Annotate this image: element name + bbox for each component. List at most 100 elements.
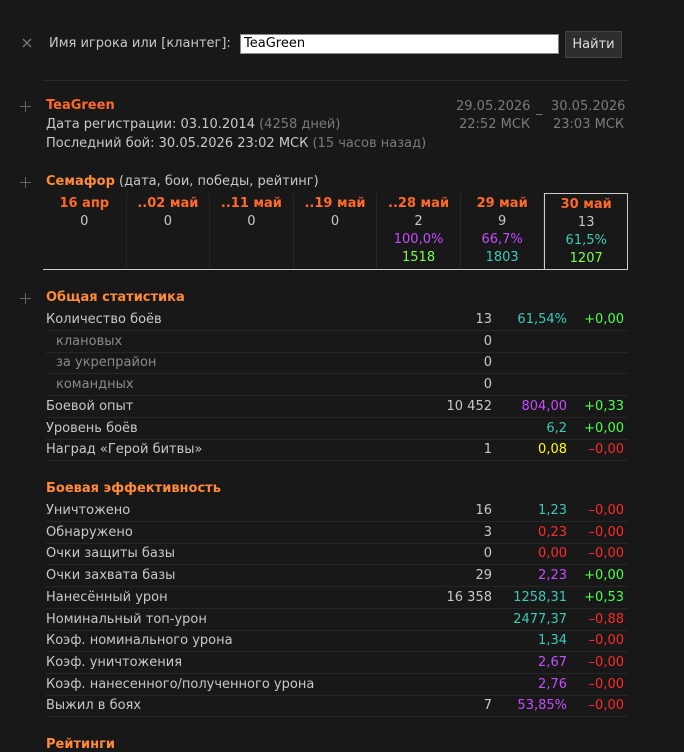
stat-value: 3 — [483, 524, 492, 540]
semaphore-column: 16 апр 0 — [43, 193, 127, 269]
stat-label: командных — [56, 377, 134, 393]
semaphore-column: 30 май 13 61,5% 1207 — [544, 193, 628, 269]
stat-label: клановых — [56, 333, 123, 349]
search-label: Имя игрока или [клантег]: — [49, 36, 231, 51]
sem-date: ..28 май — [388, 196, 450, 211]
sem-winrate: 100,0% — [393, 232, 444, 247]
stat-label: Коэф. номинального урона — [46, 633, 233, 649]
last-label: Последний бой: — [46, 136, 155, 151]
stat-row: Боевой опыт 10 452 804,00 +0,33 — [46, 396, 628, 418]
stat-row: Обнаружено 3 0,23 –0,00 — [46, 522, 628, 544]
semaphore-subtitle: (дата, бои, победы, рейтинг) — [119, 174, 319, 189]
sem-battles: 0 — [80, 214, 89, 229]
semaphore-title: Семафор — [46, 174, 115, 189]
stat-label: Наград «Герой битвы» — [46, 442, 203, 458]
player-name: TeaGreen — [46, 98, 115, 113]
stat-row: Коэф. номинального урона 1,34 –0,00 — [46, 630, 628, 653]
stat-value: 0 — [483, 377, 492, 393]
stat-delta: –0,00 — [588, 442, 624, 458]
sem-date: ..11 май — [220, 196, 282, 211]
stat-value: 16 — [475, 503, 492, 518]
stat-rate: 804,00 — [521, 398, 568, 414]
stat-delta: –0,00 — [588, 698, 624, 714]
semaphore-column: ..28 май 2 100,0% 1518 — [377, 193, 461, 269]
expand-icon[interactable] — [20, 101, 31, 112]
stat-delta: –0,00 — [588, 546, 624, 562]
search-input[interactable]: TeaGreen — [240, 34, 559, 54]
stat-rate: 2477,37 — [513, 611, 567, 627]
sem-battles: 13 — [577, 215, 595, 230]
sem-date: 30 май — [560, 197, 612, 212]
stat-value: 29 — [475, 568, 492, 584]
semaphore-header: Семафор (дата, бои, победы, рейтинг) — [46, 174, 319, 189]
sem-battles: 0 — [330, 214, 340, 229]
period-sep: _ — [536, 101, 543, 116]
semaphore-grid: 16 апр 0 ..02 май 0 ..11 май 0 ..19 май 0 ..28 м… — [43, 193, 628, 270]
stat-rate: 0,00 — [538, 546, 567, 562]
last-ago: (15 часов назад) — [312, 136, 427, 151]
stat-label: за укрепрайон — [56, 355, 157, 371]
sem-battles: 2 — [414, 214, 423, 229]
period-from-date: 29.05.2026 — [456, 99, 531, 114]
period-to-date: 30.05.2026 — [551, 99, 626, 114]
semaphore-column: ..02 май 0 — [127, 193, 211, 269]
stat-label: Номинальный топ-урон — [46, 611, 207, 627]
stat-label: Уничтожено — [46, 503, 131, 518]
stat-rate: 2,67 — [538, 654, 567, 670]
stat-value: 0 — [483, 333, 492, 349]
stat-label: Коэф. нанесенного/полученного урона — [46, 676, 315, 692]
stat-row: клановых 0 — [46, 331, 628, 353]
stat-row: Номинальный топ-урон 2477,37 –0,88 — [46, 609, 628, 631]
stat-label: Коэф. уничтожения — [46, 654, 183, 670]
stat-delta: +0,33 — [584, 398, 624, 414]
stat-label: Уровень боёв — [46, 420, 138, 436]
stat-row: за укрепрайон 0 — [46, 352, 628, 375]
stat-rate: 1,23 — [538, 503, 567, 518]
stat-row: Наград «Герой битвы» 1 0,08 –0,00 — [46, 439, 628, 462]
sem-rating: 1803 — [485, 250, 519, 265]
expand-icon[interactable] — [20, 293, 31, 304]
stat-rate: 53,85% — [517, 698, 567, 714]
stat-row: Уничтожено 16 1,23 –0,00 — [46, 500, 628, 522]
sem-winrate: 66,7% — [481, 232, 523, 247]
stat-delta: –0,00 — [588, 503, 624, 518]
sem-date: ..02 май — [137, 196, 199, 211]
stat-row: Выжил в боях 7 53,85% –0,00 — [46, 695, 628, 718]
period-from-time: 22:52 МСК — [459, 117, 531, 132]
reg-line: Дата регистрации: 03.10.2014 (4258 дней) — [46, 117, 340, 132]
stat-value: 13 — [475, 312, 492, 327]
stat-rate: 6,2 — [546, 420, 567, 436]
stat-row: командных 0 — [46, 374, 628, 397]
search-button[interactable]: Найти — [565, 31, 622, 58]
stat-delta: –0,00 — [588, 676, 624, 692]
stat-delta: –0,00 — [588, 524, 624, 540]
stat-delta: +0,00 — [584, 568, 624, 584]
stat-value: 0 — [483, 355, 492, 371]
close-icon[interactable] — [22, 38, 32, 48]
sem-date: 16 апр — [59, 196, 110, 211]
stat-row: Количество боёв 13 61,54% +0,00 — [46, 309, 628, 331]
stat-row: Уровень боёв 6,2 +0,00 — [46, 418, 628, 440]
semaphore-column: 29 май 9 66,7% 1803 — [461, 193, 545, 269]
stat-label: Очки защиты базы — [46, 546, 176, 562]
stat-value: 10 452 — [446, 398, 493, 414]
stat-label: Очки захвата базы — [46, 568, 176, 584]
stat-rate: 0,08 — [538, 442, 567, 458]
sem-battles: 9 — [497, 214, 507, 229]
sem-rating: 1207 — [569, 251, 603, 266]
sem-date: 29 май — [476, 196, 528, 211]
section-title: Боевая эффективность — [46, 481, 221, 496]
stat-row: Коэф. уничтожения 2,67 –0,00 — [46, 652, 628, 674]
separator — [43, 80, 628, 81]
last-line: Последний бой: 30.05.2026 23:02 МСК (15 … — [46, 136, 426, 151]
expand-icon[interactable] — [20, 177, 31, 188]
stat-label: Нанесённый урон — [46, 589, 168, 605]
stat-row: Очки защиты базы 0 0,00 –0,00 — [46, 543, 628, 566]
stat-rate: 2,76 — [538, 676, 567, 692]
stat-rate: 1258,31 — [513, 589, 567, 605]
sem-rating: 1518 — [402, 250, 436, 265]
stat-row: Нанесённый урон 16 358 1258,31 +0,53 — [46, 587, 628, 609]
stat-label: Боевой опыт — [46, 398, 134, 414]
stat-rate: 2,23 — [538, 568, 567, 584]
